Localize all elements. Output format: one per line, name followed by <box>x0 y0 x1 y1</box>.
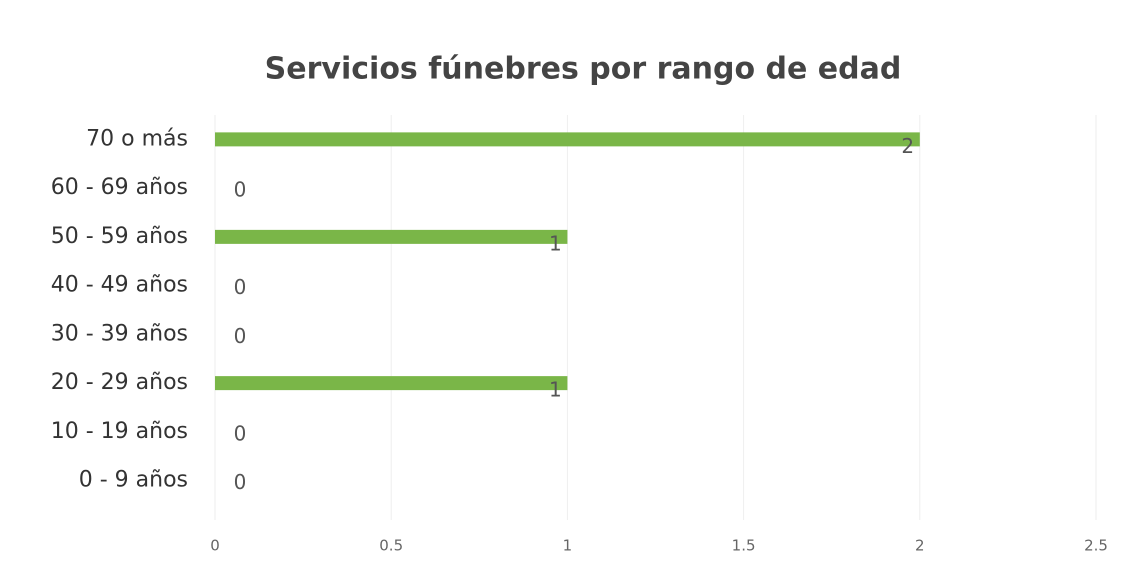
y-tick-label: 30 - 39 años <box>51 321 188 346</box>
x-tick-label: 1 <box>563 537 573 555</box>
data-label: 1 <box>549 231 562 255</box>
y-tick-label: 40 - 49 años <box>51 273 188 298</box>
y-tick-label: 10 - 19 años <box>51 419 188 444</box>
x-tick-label: 1.5 <box>732 537 756 555</box>
y-tick-label: 50 - 59 años <box>51 224 188 249</box>
data-label: 0 <box>234 470 247 494</box>
x-tick-label: 0.5 <box>379 537 403 555</box>
y-tick-label: 20 - 29 años <box>51 370 188 395</box>
data-label: 0 <box>234 421 247 445</box>
data-label: 1 <box>549 378 562 402</box>
y-tick-label: 70 o más <box>86 126 188 151</box>
chart-title: Servicios fúnebres por rango de edad <box>265 52 902 87</box>
data-label: 0 <box>234 324 247 348</box>
data-label: 2 <box>901 134 914 158</box>
x-tick-label: 2 <box>915 537 925 555</box>
bar <box>215 132 920 147</box>
data-label: 0 <box>234 275 247 299</box>
y-tick-label: 0 - 9 años <box>79 468 188 493</box>
bar <box>215 376 568 391</box>
x-tick-label: 0 <box>210 537 220 555</box>
bar <box>215 229 568 244</box>
data-label: 0 <box>234 178 247 202</box>
x-tick-label: 2.5 <box>1084 537 1108 555</box>
y-tick-label: 60 - 69 años <box>51 175 188 200</box>
